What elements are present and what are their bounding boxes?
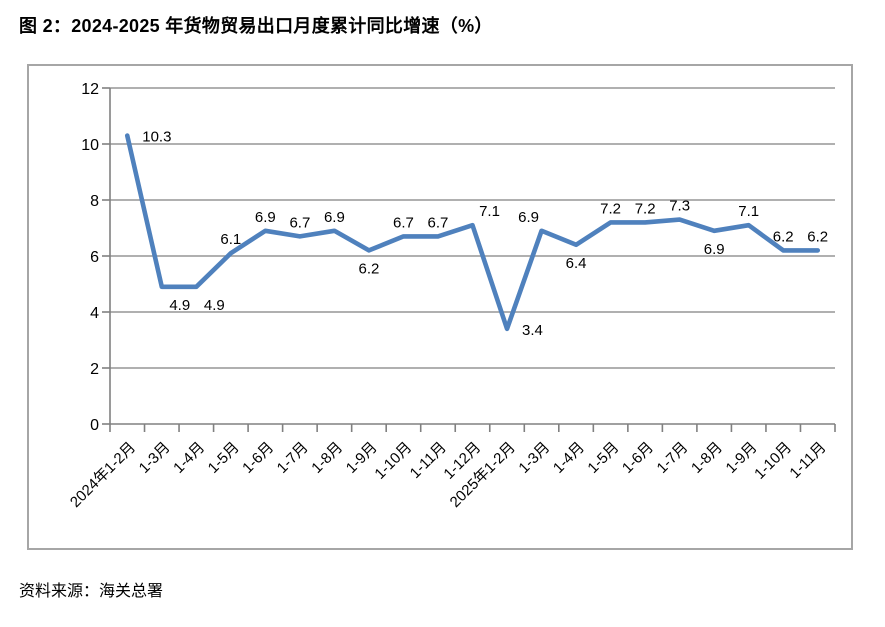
data-label: 6.7 [289, 214, 310, 231]
data-label: 7.3 [669, 198, 690, 215]
chart-title: 图 2：2024-2025 年货物贸易出口月度累计同比增速（%） [19, 16, 493, 36]
series-line [124, 133, 821, 332]
y-tick-label: 10 [81, 137, 99, 154]
data-label: 6.2 [358, 260, 379, 277]
x-tick-label: 1-10月 [751, 439, 795, 483]
x-tick-label: 1-6月 [619, 439, 657, 477]
data-label: 7.2 [600, 200, 621, 217]
x-tick-label: 1-4月 [170, 439, 208, 477]
line-chart: 0246810122024年1-2月1-3月1-4月1-5月1-6月1-7月1-… [67, 81, 836, 511]
y-tick-label: 4 [90, 305, 99, 322]
data-label: 6.9 [704, 241, 725, 258]
x-tick-label: 1-11月 [786, 439, 829, 482]
data-label: 4.9 [169, 297, 190, 314]
x-tick-label: 2024年1-2月 [67, 439, 139, 511]
data-label: 6.7 [393, 214, 414, 231]
y-tick-label: 6 [90, 249, 99, 266]
data-label: 6.1 [220, 231, 241, 248]
x-tick-label: 1-5月 [584, 439, 622, 477]
data-label: 6.9 [324, 209, 345, 226]
data-label: 6.2 [773, 228, 794, 245]
x-tick-label: 1-4月 [550, 439, 588, 477]
data-label: 6.4 [566, 255, 587, 272]
data-label: 10.3 [142, 129, 171, 146]
x-tick-label: 1-7月 [274, 439, 312, 477]
y-tick-label: 12 [81, 81, 99, 98]
data-label: 7.1 [738, 203, 759, 220]
x-tick-label: 1-5月 [205, 439, 243, 477]
data-label: 4.9 [204, 297, 225, 314]
chart-container: 0 2 4 6 8 10 12 2024年1-2月 1-3月 1-4月 1-5月 1-6月 1-7月 1-… [27, 64, 853, 550]
x-tick-label: 1-3月 [136, 439, 174, 477]
y-tick-label: 8 [90, 193, 99, 210]
x-tick-label: 1-8月 [688, 439, 726, 477]
y-tick-label: 2 [90, 361, 99, 378]
x-tick-label: 1-11月 [407, 439, 450, 482]
data-label: 6.2 [807, 228, 828, 245]
data-label: 6.9 [518, 209, 539, 226]
data-label: 7.2 [635, 200, 656, 217]
data-label: 3.4 [522, 322, 543, 339]
x-tick-label: 1-6月 [239, 439, 277, 477]
x-tick-label: 1-8月 [308, 439, 346, 477]
data-label: 6.9 [255, 209, 276, 226]
y-tick-label: 0 [90, 417, 99, 434]
x-tick-label: 1-3月 [515, 439, 553, 477]
x-tick-label: 1-7月 [654, 439, 692, 477]
x-tick-label: 1-10月 [371, 439, 415, 483]
source-note: 资料来源：海关总署 [19, 583, 164, 600]
data-label: 7.1 [479, 203, 500, 220]
data-label: 6.7 [428, 214, 449, 231]
